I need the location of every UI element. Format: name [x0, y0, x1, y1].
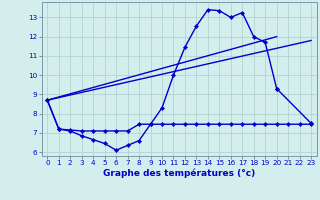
X-axis label: Graphe des températures (°c): Graphe des températures (°c) [103, 169, 255, 178]
